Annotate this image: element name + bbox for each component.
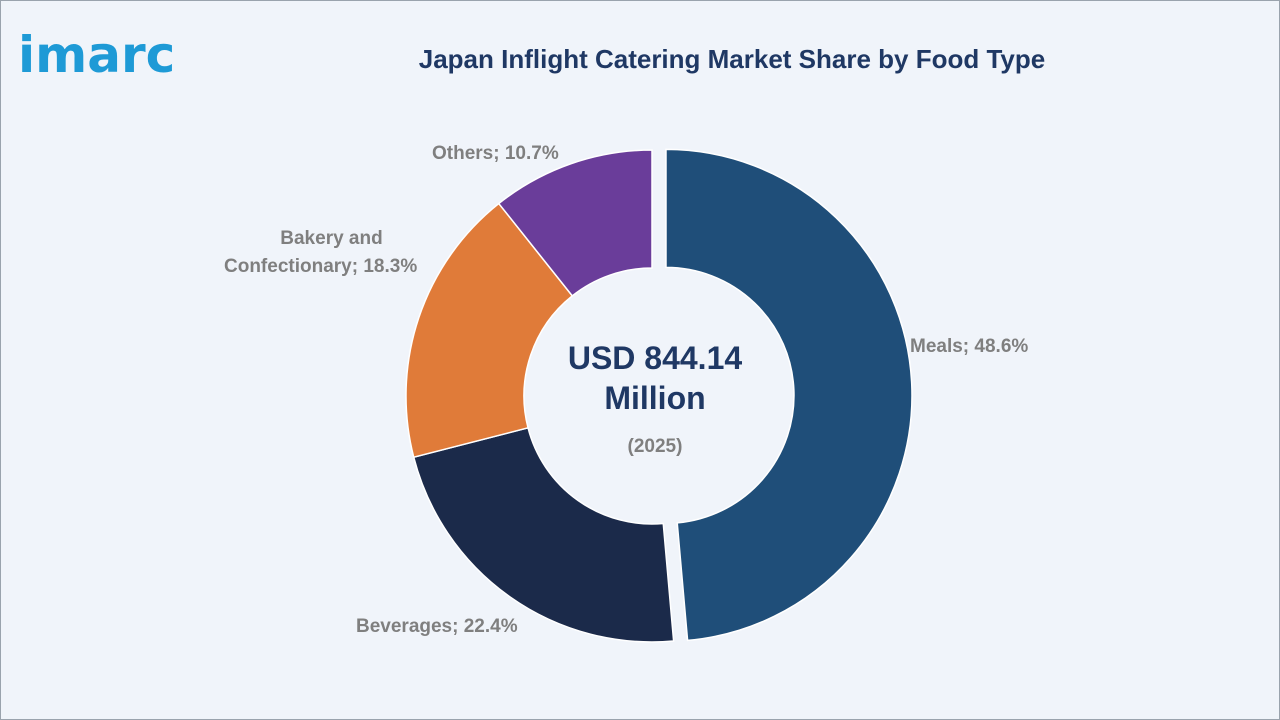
slice-bakery-and-confectionary: [405, 202, 574, 459]
slice-label-others: Others; 10.7%: [432, 143, 559, 164]
center-total-value: USD 844.14 Million: [567, 340, 743, 416]
slice-meals: [665, 148, 913, 642]
center-year: (2025): [627, 436, 683, 457]
imarc-logo: imarc: [18, 26, 176, 84]
slice-label-bakery-confectionary: Bakery and Confectionary; 18.3%: [224, 225, 418, 280]
chart-title: Japan Inflight Catering Market Share by …: [418, 44, 1046, 74]
slice-label-bakery-line2: Confectionary; 18.3%: [224, 255, 418, 277]
slice-label-beverages: Beverages; 22.4%: [356, 616, 518, 637]
slice-beverages: [412, 426, 675, 643]
slice-label-bakery-line1: Bakery and: [280, 228, 383, 249]
slice-label-meals: Meals; 48.6%: [910, 336, 1029, 357]
slice-others: [497, 149, 653, 297]
